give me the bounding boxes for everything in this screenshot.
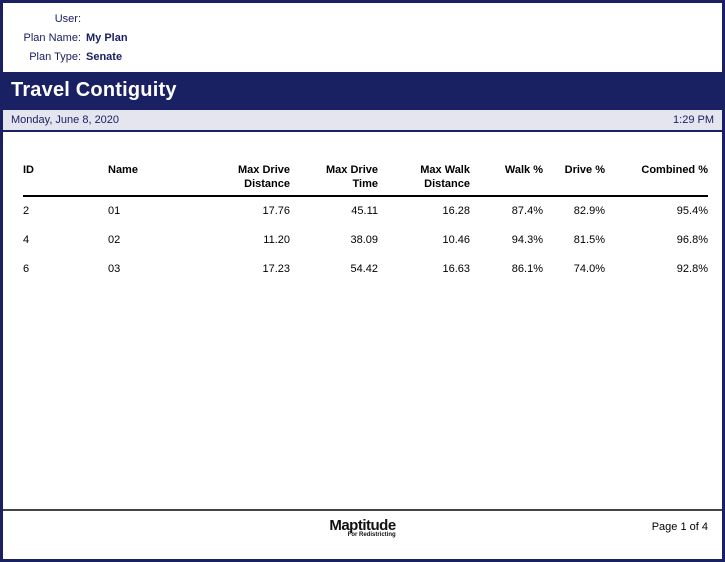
table-cell-max-walk-distance: 16.28 [442, 205, 470, 217]
plan-type-value: Senate [86, 51, 123, 63]
table-cell-max-drive-distance: 11.20 [263, 233, 290, 246]
table-cell-max-drive-time: 54.42 [350, 262, 378, 275]
plan-name-label: Plan Name: [23, 32, 81, 44]
table-cell-max-walk-distance: 10.46 [442, 233, 470, 246]
table-cell-drive-pct: 81.5% [573, 233, 605, 246]
column-header-walk-pct: Walk % [470, 163, 543, 197]
table-cell-max-drive-time: 45.11 [351, 205, 378, 217]
travel-contiguity-table: ID Name Max Drive Distance Max Drive Time Max … [23, 163, 708, 283]
table-cell-id: 6 [23, 262, 30, 275]
table-cell-combined-pct: 92.8% [676, 262, 708, 275]
table-cell-max-drive-distance: 17.23 [262, 262, 290, 275]
table-cell-max-drive-distance: 17.76 [262, 205, 290, 217]
table-cell-max-drive-time: 38.09 [350, 233, 378, 246]
table-cell-id: 2 [23, 205, 30, 217]
table-cell-max-walk-distance: 16.63 [442, 262, 470, 275]
table-cell-walk-pct: 94.3% [511, 233, 543, 246]
meta-plan-type-row: Plan Type: Senate [3, 48, 722, 67]
meta-plan-name-row: Plan Name: My Plan [3, 29, 722, 48]
maptitude-logo: Maptitude For Redistricting [329, 517, 396, 538]
maptitude-logo-subtext: For Redistricting [347, 532, 396, 538]
user-label: User: [54, 13, 81, 25]
table-cell-id: 4 [23, 233, 30, 246]
table-cell-combined-pct: 96.8% [676, 233, 708, 246]
table-cell-combined-pct: 95.4% [676, 205, 708, 217]
column-header-name: Name [108, 163, 185, 197]
column-header-max-walk-distance: Max Walk Distance [378, 163, 470, 197]
table-row: 4 02 11.20 38.09 10.46 94.3% 81.5% 96.8% [23, 225, 708, 254]
meta-user-row: User: [3, 10, 722, 29]
table-cell-walk-pct: 87.4% [511, 205, 543, 217]
page-number: Page 1 of 4 [651, 521, 708, 533]
column-header-max-drive-time: Max Drive Time [290, 163, 378, 197]
table-row: 2 01 17.76 45.11 16.28 87.4% 82.9% 95.4% [23, 196, 708, 225]
table-cell-name: 01 [108, 205, 121, 217]
footer-divider [3, 509, 722, 511]
report-meta: User: Plan Name: My Plan Plan Type: Sena… [3, 3, 722, 67]
column-header-max-drive-distance: Max Drive Distance [185, 163, 290, 197]
maptitude-wordmark: Maptitude [329, 517, 396, 534]
column-header-id: ID [23, 163, 108, 197]
plan-type-label: Plan Type: [29, 51, 81, 63]
date-bar: Monday, June 8, 2020 1:29 PM [3, 110, 722, 132]
column-header-drive-pct: Drive % [543, 163, 605, 197]
report-time: 1:29 PM [673, 114, 714, 126]
table-cell-drive-pct: 74.0% [573, 262, 605, 275]
report-title-banner: Travel Contiguity [3, 72, 722, 110]
table-row: 6 03 17.23 54.42 16.63 86.1% 74.0% 92.8% [23, 254, 708, 283]
plan-name-value: My Plan [86, 32, 128, 44]
table-cell-name: 02 [108, 233, 121, 246]
table-header-row: ID Name Max Drive Distance Max Drive Time Max … [23, 163, 708, 197]
table-cell-drive-pct: 82.9% [573, 205, 605, 217]
column-header-combined-pct: Combined % [605, 163, 708, 197]
table-cell-name: 03 [108, 262, 121, 275]
report-title: Travel Contiguity [11, 79, 177, 101]
report-date: Monday, June 8, 2020 [11, 114, 120, 126]
table-cell-walk-pct: 86.1% [511, 262, 543, 275]
